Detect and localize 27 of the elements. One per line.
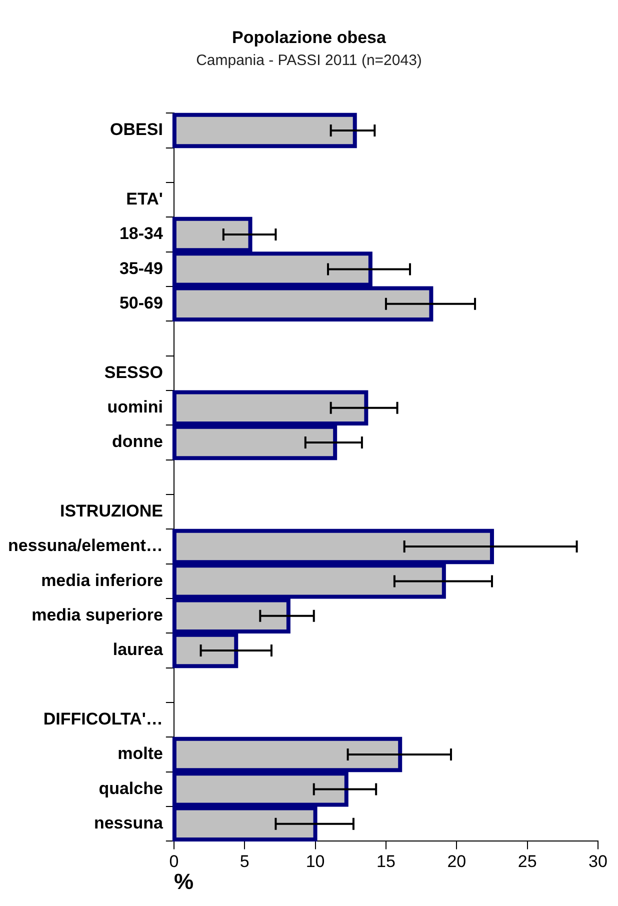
y-tick-label: ETA' [126, 190, 163, 209]
y-tick-label: qualche [98, 778, 163, 798]
x-tick-label: 20 [447, 852, 466, 872]
y-tick-label: SESSO [104, 362, 163, 382]
x-axis-title: % [174, 868, 194, 894]
y-tick-label: DIFFICOLTA'… [43, 710, 163, 729]
y-tick-label: laurea [112, 640, 164, 660]
x-tick-label: 25 [518, 852, 537, 872]
y-tick-label: donne [112, 432, 163, 452]
chart-title: Popolazione obesa [231, 28, 387, 48]
y-tick-label: nessuna [94, 814, 164, 833]
x-tick-label: 0 [169, 852, 179, 872]
y-tick-label: uomini [107, 398, 163, 417]
chart-subtitle: Campania - PASSI 2011 (n=2043) [195, 52, 423, 69]
x-tick-label: 30 [588, 852, 608, 872]
y-tick-label: media inferiore [41, 570, 163, 590]
y-tick-label: 50-69 [119, 294, 163, 313]
y-tick-label: ISTRUZIONE [60, 502, 163, 521]
y-tick-label: media superiore [32, 606, 163, 625]
x-tick-label: 10 [306, 852, 325, 872]
y-tick-label: molte [118, 744, 163, 764]
x-tick-label: 15 [376, 852, 396, 872]
y-tick-label: OBESI [110, 120, 163, 140]
y-tick-label: 35-49 [119, 258, 163, 278]
x-tick-label: 5 [240, 852, 250, 872]
y-tick-label: 18-34 [119, 224, 164, 244]
y-tick-label: nessuna/element… [8, 536, 163, 556]
